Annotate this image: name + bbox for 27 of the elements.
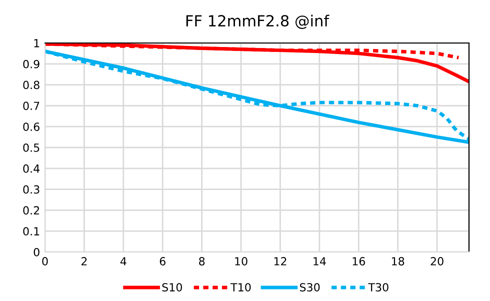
legend-label: T30 (368, 283, 388, 292)
x-tick-label: 4 (120, 257, 126, 266)
x-tick-label: 20 (430, 257, 444, 266)
x-tick-label: 18 (392, 257, 404, 266)
y-tick-label: 0.7 (23, 102, 40, 110)
x-tick-label: 2 (81, 257, 87, 266)
legend-label: T10 (230, 283, 251, 292)
x-tick-label: 16 (352, 257, 366, 266)
y-tick-label: 0 (34, 248, 40, 256)
x-tick-label: 14 (314, 257, 326, 266)
legend-label: S30 (300, 283, 320, 292)
y-tick-label: 0.1 (23, 227, 40, 236)
y-tick-label: 0.4 (23, 164, 40, 173)
x-tick-label: 8 (199, 257, 205, 266)
y-tick-label: 1 (34, 39, 40, 48)
y-tick-label: 0.2 (23, 206, 40, 215)
y-tick-label: 0.6 (23, 122, 40, 131)
y-tick-label: 0.8 (23, 80, 40, 90)
x-tick-label: 0 (42, 257, 48, 266)
x-tick-label: 12 (274, 257, 286, 266)
x-tick-label: 10 (235, 257, 248, 266)
y-tick-label: 0.9 (23, 60, 40, 68)
y-tick-label: 0.3 (23, 185, 40, 194)
legend-label: S10 (162, 283, 182, 292)
chart-title: FF 12mmF2.8 @inf (186, 14, 330, 29)
y-tick-label: 0.5 (23, 143, 40, 152)
x-tick-label: 6 (160, 257, 166, 266)
